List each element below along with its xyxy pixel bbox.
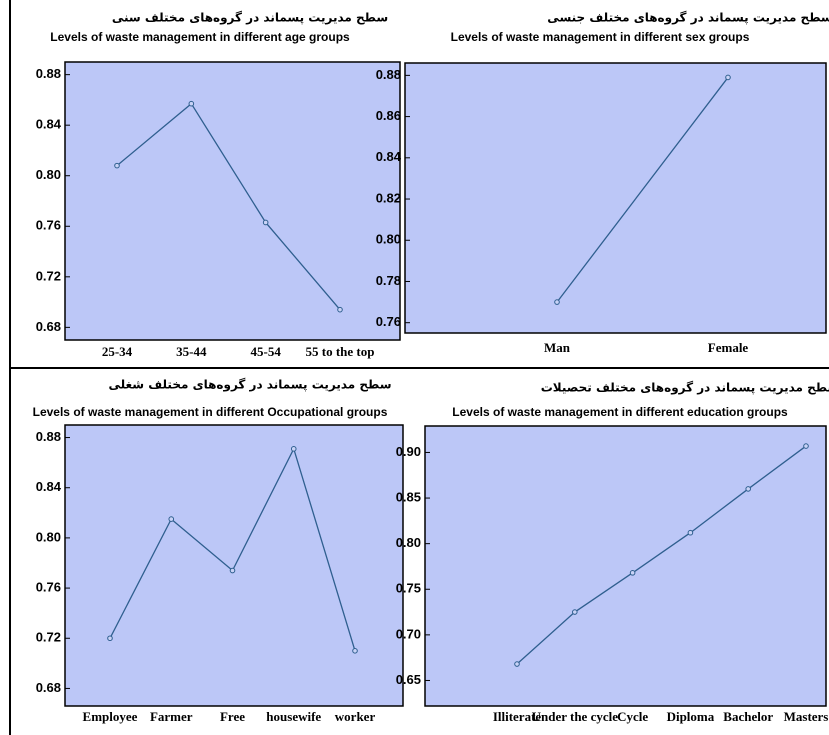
- data-point: [803, 443, 809, 449]
- chart-title: سطح مدیریت پسماند در گروه‌های مختلف جنسی: [547, 11, 829, 26]
- y-tick-label: 0.68: [36, 319, 61, 334]
- data-point: [687, 529, 694, 536]
- y-tick-label: 0.72: [36, 268, 61, 283]
- data-point: [572, 609, 578, 615]
- data-point: [725, 74, 731, 81]
- data-point: [188, 100, 195, 107]
- x-tick-label: Female: [708, 340, 749, 355]
- y-tick-label: 0.84: [36, 479, 62, 494]
- x-tick-label: Diploma: [667, 709, 715, 724]
- y-tick-label: 0.68: [36, 680, 61, 695]
- x-tick-label: 45-54: [250, 344, 281, 359]
- y-tick-label: 0.80: [396, 535, 421, 550]
- y-tick-label: 0.88: [36, 66, 61, 81]
- data-point: [352, 648, 358, 654]
- data-point: [554, 299, 560, 305]
- data-point: [229, 567, 236, 574]
- y-tick-label: 0.76: [376, 314, 401, 329]
- plot-area: [404, 62, 827, 334]
- chart-subtitle: Levels of waste management in different …: [33, 405, 388, 419]
- x-tick-label: 25-34: [102, 344, 133, 359]
- y-tick-label: 0.75: [396, 581, 421, 596]
- data-point: [629, 570, 636, 576]
- data-point: [290, 446, 297, 452]
- plot-area: [424, 425, 827, 707]
- y-tick-label: 0.72: [36, 630, 61, 645]
- chart-subtitle: Levels of waste management in different …: [50, 30, 350, 44]
- x-tick-label: 55 to the top: [306, 344, 375, 359]
- y-tick-label: 0.76: [36, 218, 61, 233]
- data-point: [168, 516, 175, 522]
- x-tick-label: Masters: [784, 709, 829, 724]
- y-tick-label: 0.76: [36, 580, 61, 595]
- x-tick-label: Cycle: [617, 709, 648, 724]
- chart-subtitle: Levels of waste management in different …: [452, 405, 788, 419]
- x-tick-label: housewife: [266, 709, 321, 724]
- x-tick-label: Man: [544, 340, 571, 355]
- chart-title: سطح مدیریت پسماند در گروه‌های مختلف تحصی…: [541, 381, 829, 396]
- x-tick-label: worker: [335, 709, 376, 724]
- data-point: [114, 162, 120, 169]
- y-tick-label: 0.84: [376, 149, 402, 164]
- data-point: [745, 486, 752, 492]
- x-tick-label: Bachelor: [723, 709, 773, 724]
- chart-title: سطح مدیریت پسماند در گروه‌های مختلف شغلی: [108, 378, 391, 393]
- y-tick-label: 0.88: [36, 429, 61, 444]
- y-tick-label: 0.80: [36, 167, 61, 182]
- y-tick-label: 0.84: [36, 117, 62, 132]
- y-tick-label: 0.65: [396, 672, 421, 687]
- data-point: [107, 635, 113, 642]
- y-tick-label: 0.88: [376, 67, 401, 82]
- plot-area: [64, 424, 404, 707]
- chart-subtitle: Levels of waste management in different …: [451, 30, 750, 44]
- x-tick-label: Under the cycle: [532, 709, 619, 724]
- data-line: [116, 102, 341, 311]
- x-tick-label: Employee: [83, 709, 138, 724]
- data-point: [262, 219, 269, 226]
- data-line: [556, 77, 729, 303]
- chart-title: سطح مدیریت پسماند در گروه‌های مختلف سنی: [112, 11, 388, 26]
- data-line: [516, 445, 807, 665]
- plot-area: [64, 61, 401, 341]
- x-tick-label: Farmer: [150, 709, 193, 724]
- y-tick-label: 0.86: [376, 108, 401, 123]
- y-tick-label: 0.90: [396, 444, 421, 459]
- x-tick-label: Illiterate: [493, 709, 542, 724]
- y-tick-label: 0.85: [396, 489, 421, 504]
- y-tick-label: 0.80: [36, 529, 61, 544]
- x-tick-label: 35-44: [176, 344, 207, 359]
- y-tick-label: 0.78: [376, 273, 401, 288]
- y-tick-label: 0.82: [376, 190, 401, 205]
- y-tick-label: 0.80: [376, 232, 401, 247]
- y-tick-label: 0.70: [396, 626, 421, 641]
- x-tick-label: Free: [220, 709, 245, 724]
- data-point: [514, 661, 520, 667]
- data-point: [337, 306, 343, 313]
